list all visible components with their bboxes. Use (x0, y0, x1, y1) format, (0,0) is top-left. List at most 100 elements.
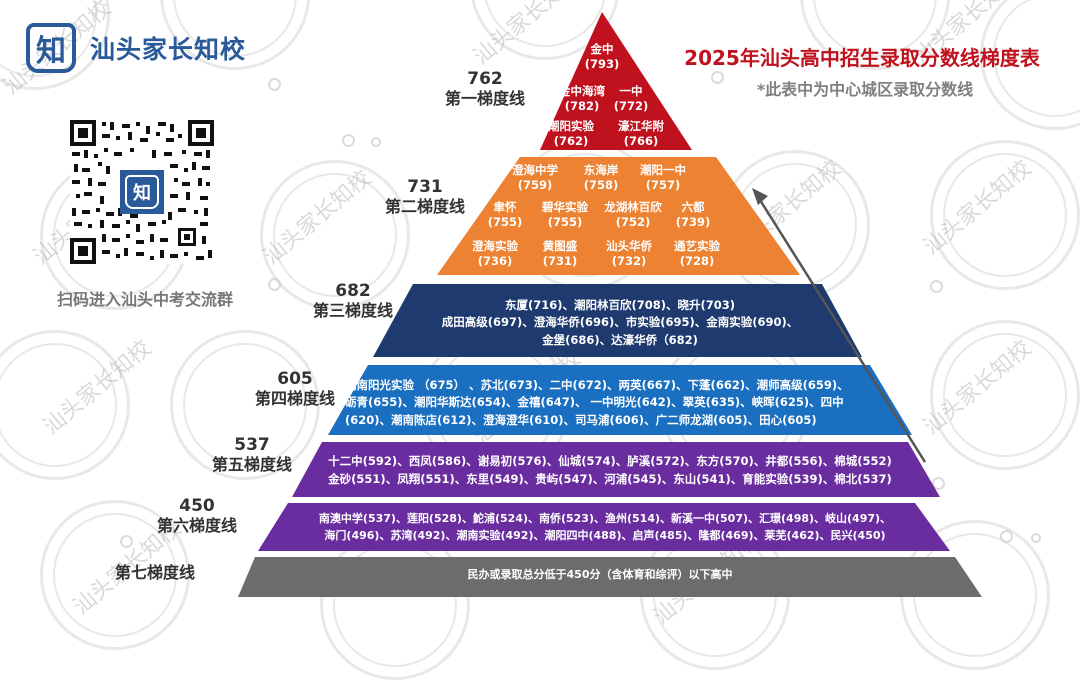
school-name: 通艺实验 (674, 239, 720, 253)
tier-1-school: 潮阳实验 (762) (540, 119, 602, 149)
school-score: (728) (679, 253, 715, 268)
trend-arrow-head (752, 188, 768, 205)
trend-arrow-line (758, 199, 927, 463)
school-line: 南澳中学(537)、莲阳(528)、鮀浦(524)、南侨(523)、渔州(514… (318, 512, 892, 525)
tier-5-name: 第五梯度线 (211, 454, 292, 474)
school-score: (732) (611, 253, 647, 268)
school-name: 六都 (681, 200, 705, 214)
tier-2-school: 碧华实验 (755) (530, 200, 600, 230)
watermark-ring (170, 330, 320, 480)
qr-caption: 扫码进入汕头中考交流群 (56, 290, 233, 309)
tier-4-shape (328, 365, 912, 435)
school-score: (782) (564, 98, 600, 113)
watermark-ring (260, 160, 410, 310)
tier-6-score: 450 (179, 496, 215, 516)
tier-1-score: 762 (467, 69, 503, 89)
school-name: 金中 (590, 42, 614, 56)
tier-7-description: 民办或录取总分低于450分（含体育和综评）以下高中 (390, 568, 810, 583)
tier-1-school: 金中海湾 (782) (552, 84, 612, 114)
school-score: (755) (487, 214, 523, 229)
school-line: (620)、潮南陈店(612)、澄海澄华(610)、司马浦(606)、广二师龙湖… (345, 412, 817, 427)
school-line: 东厦(716)、潮阳林百欣(708)、晓升(703) (504, 298, 736, 312)
school-score: (736) (477, 253, 513, 268)
tier-2-school: 潮阳一中 (757) (630, 163, 696, 193)
school-score: (752) (615, 214, 651, 229)
school-score: (766) (623, 133, 659, 148)
school-name: 潮阳一中 (640, 163, 686, 177)
tier-1-school: 一中 (772) (606, 84, 656, 114)
tier-2-school: 六都 (739) (670, 200, 716, 230)
qr-center-logo: 知 (125, 175, 159, 209)
school-score: (772) (613, 98, 649, 113)
brand-name: 汕头家长知校 (90, 35, 247, 64)
school-name: 澄海中学 (512, 163, 558, 177)
tier-5-shape (292, 442, 940, 497)
decor-circle (120, 535, 133, 548)
decor-circle (268, 78, 281, 91)
school-name: 东海岸 (583, 163, 619, 177)
school-line: 海门(496)、苏湾(492)、潮南实验(492)、潮阳四中(488)、启声(4… (324, 528, 886, 542)
pyramid-graphic (238, 12, 982, 597)
school-name: 一中 (619, 84, 643, 98)
tier-5-score: 537 (234, 435, 270, 455)
school-score: (739) (675, 214, 711, 229)
tier-2-shape (437, 157, 800, 275)
tier-3-label: 682 第三梯度线 (298, 281, 408, 320)
tier-1-school: 金中 (793) (572, 42, 632, 72)
decor-circle (371, 137, 381, 147)
tier-6-name: 第六梯度线 (156, 515, 237, 535)
school-line: 成田高级(697)、澄海华侨(696)、市实验(695)、金南实验(690)、 (441, 315, 799, 330)
tier-1-name: 第一梯度线 (444, 88, 525, 108)
brand-header: 知 汕头家长知校 (26, 20, 246, 76)
watermark-ring (930, 140, 1080, 290)
school-name: 金中海湾 (559, 84, 605, 98)
school-line: 十二中(592)、西凤(586)、谢易初(576)、仙城(574)、胪溪(572… (328, 454, 892, 468)
tier-3-schools: 东厦(716)、潮阳林百欣(708)、晓升(703) 成田高级(697)、澄海华… (400, 297, 840, 349)
tier-5-schools: 十二中(592)、西凤(586)、谢易初(576)、仙城(574)、胪溪(572… (320, 453, 900, 489)
school-score: (758) (583, 177, 619, 192)
decor-circle (342, 134, 355, 147)
watermark-ring (0, 330, 130, 480)
school-name: 龙湖林百欣 (604, 200, 662, 214)
tier-4-score: 605 (277, 369, 313, 389)
tier-2-school: 黄图盛 (731) (530, 239, 590, 269)
school-line: 金砂(551)、凤翔(551)、东里(549)、贵屿(547)、河浦(545)、… (328, 471, 892, 486)
tier-3-name: 第三梯度线 (312, 300, 393, 320)
school-score: (731) (542, 253, 578, 268)
school-name: 聿怀 (493, 200, 517, 214)
school-score: (755) (547, 214, 583, 229)
tier-6-shape (258, 503, 950, 551)
decor-circle (1031, 533, 1041, 543)
logo-glyph: 知 (36, 34, 66, 69)
school-score: (762) (553, 133, 589, 148)
decor-circle (930, 280, 943, 293)
tier-7-shape (238, 557, 982, 597)
tier-2-school: 东海岸 (758) (570, 163, 632, 193)
tier-4-label: 605 第四梯度线 (240, 369, 350, 408)
decor-circle (932, 477, 945, 490)
tier-5-label: 537 第五梯度线 (197, 435, 307, 474)
school-name: 黄图盛 (542, 239, 578, 253)
tier-4-schools: 潮南阳光实验 （675） 、苏北(673)、二中(672)、两英(667)、下蓬… (345, 377, 875, 429)
tier-7-label: 第七梯度线 (100, 563, 210, 582)
school-name: 濠江华附 (618, 119, 664, 133)
tier-2-school: 汕头华侨 (732) (596, 239, 662, 269)
school-score: (759) (517, 177, 553, 192)
school-line: 金堡(686)、达濠华侨（682) (542, 332, 698, 347)
tier-7-name: 第七梯度线 (114, 563, 195, 582)
tier-6-label: 450 第六梯度线 (142, 496, 252, 535)
qr-code[interactable]: 知 (70, 120, 214, 264)
decor-circle (1000, 530, 1013, 543)
school-line: 砺青(655)、潮阳华斯达(654)、金禧(647)、 一中明光(642)、翠英… (345, 395, 844, 410)
decor-circle (268, 278, 281, 291)
tier-2-score: 731 (407, 177, 443, 197)
watermark-ring (930, 320, 1080, 470)
school-name: 澄海实验 (472, 239, 518, 253)
tier-2-school: 龙湖林百欣 (752) (598, 200, 668, 230)
school-name: 碧华实验 (542, 200, 588, 214)
school-line: 民办或录取总分低于450分（含体育和综评）以下高中 (467, 568, 733, 581)
school-score: (757) (645, 177, 681, 192)
decor-circle (711, 71, 724, 84)
tier-2-school: 通艺实验 (728) (664, 239, 730, 269)
tier-1-shape (540, 12, 692, 150)
